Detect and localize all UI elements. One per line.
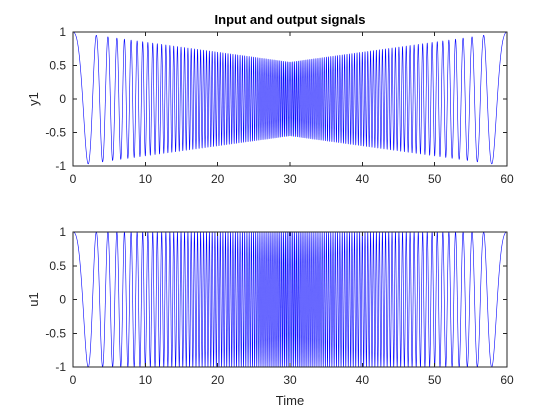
x-tick-label: 50 <box>428 373 442 387</box>
y-tick-label: 0 <box>59 92 66 106</box>
y-tick-label: -0.5 <box>45 126 66 140</box>
series-line-y1 <box>73 32 507 165</box>
x-tick-label: 20 <box>211 172 225 186</box>
y-axis-label: u1 <box>26 292 41 306</box>
y-axis-label: y1 <box>26 92 41 106</box>
y-tick-label: 1 <box>59 25 66 39</box>
x-tick-label: 10 <box>139 172 153 186</box>
x-tick-label: 40 <box>356 172 370 186</box>
y-tick-label: 1 <box>59 225 66 239</box>
series-line-u1 <box>73 232 507 367</box>
y-tick-label: 0.5 <box>49 259 66 273</box>
y-tick-label: -0.5 <box>45 326 66 340</box>
x-tick-label: 20 <box>211 373 225 387</box>
x-axis-label: Time <box>276 393 304 408</box>
x-tick-label: 50 <box>428 172 442 186</box>
subplot-1: 0 10 20 30 40 50 60 -1 -0.5 0 0.5 1 y1 Input and outp… <box>26 12 514 186</box>
x-tick-label: 10 <box>139 373 153 387</box>
chart-title: Input and output signals <box>215 12 366 27</box>
subplot-2: 0 10 20 30 40 50 60 -1 -0.5 0 0.5 1 u1 Time <box>26 225 514 408</box>
y-tick-label: 0.5 <box>49 59 66 73</box>
x-tick-label: 60 <box>500 172 514 186</box>
y-tick-label: -1 <box>55 159 66 173</box>
x-tick-label: 60 <box>500 373 514 387</box>
x-tick-label: 30 <box>283 172 297 186</box>
x-tick-label: 30 <box>283 373 297 387</box>
x-tick-label: 40 <box>356 373 370 387</box>
x-tick-label: 0 <box>70 373 77 387</box>
y-tick-label: -1 <box>55 360 66 374</box>
x-tick-label: 0 <box>70 172 77 186</box>
axes-box <box>72 31 508 167</box>
y-tick-label: 0 <box>59 293 66 307</box>
